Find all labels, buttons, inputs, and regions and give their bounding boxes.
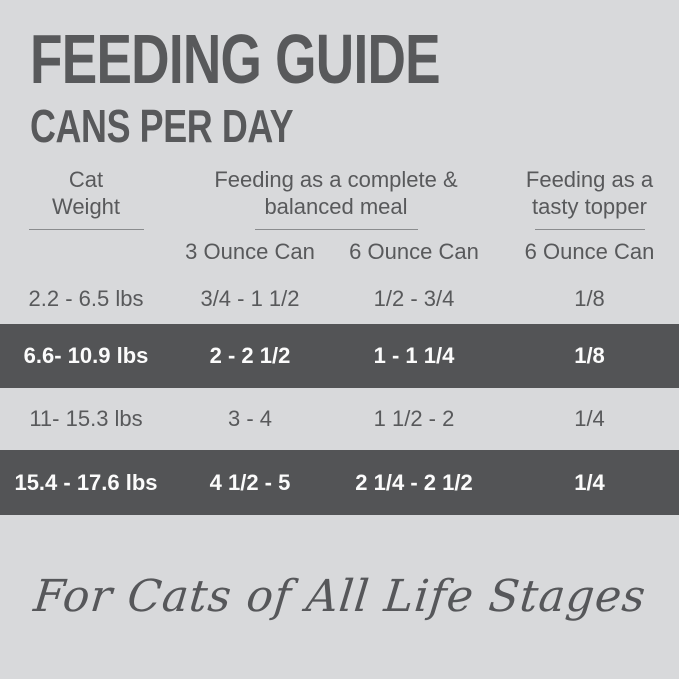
header-tasty-topper-line2: tasty topper xyxy=(532,194,647,219)
header-cat-weight-line2: Weight xyxy=(51,194,121,219)
column-group-header-row: Cat Weight Feeding as a complete & balan… xyxy=(0,162,679,230)
header-underline xyxy=(534,229,645,230)
table-row-highlighted: 15.4 - 17.6 lbs 4 1/2 - 5 2 1/4 - 2 1/2 … xyxy=(0,450,679,515)
header-underline xyxy=(28,229,144,230)
complete-6oz-cell: 1/2 - 3/4 xyxy=(373,285,455,311)
header-tasty-topper-line1: Feeding as a xyxy=(525,167,654,192)
table-row-highlighted: 6.6- 10.9 lbs 2 - 2 1/2 1 - 1 1/4 1/8 xyxy=(0,324,679,388)
complete-6oz-cell: 1 - 1 1/4 xyxy=(373,343,455,368)
cat-weight-cell: 6.6- 10.9 lbs xyxy=(23,343,149,368)
header-underline xyxy=(254,229,418,230)
sub-header-topper-6oz-can: 6 Ounce Can xyxy=(524,238,655,264)
header-complete-meal: Feeding as a complete & balanced meal xyxy=(172,162,500,230)
topper-6oz-cell: 1/4 xyxy=(574,406,605,431)
footer: For Cats of All Life Stages xyxy=(0,514,679,679)
title-block: FEEDING GUIDE CANS PER DAY xyxy=(0,0,679,149)
complete-6oz-cell: 1 1/2 - 2 xyxy=(373,406,455,431)
complete-3oz-cell: 3/4 - 1 1/2 xyxy=(200,285,300,311)
topper-6oz-cell: 1/4 xyxy=(574,469,605,495)
sub-header-row: 3 Ounce Can 6 Ounce Can 6 Ounce Can xyxy=(0,230,679,273)
complete-3oz-cell: 4 1/2 - 5 xyxy=(209,469,291,495)
complete-3oz-cell: 2 - 2 1/2 xyxy=(209,343,291,368)
header-complete-meal-line2: balanced meal xyxy=(264,194,408,219)
complete-3oz-cell: 3 - 4 xyxy=(227,406,273,431)
tagline-script-text: For Cats of All Life Stages xyxy=(30,571,649,622)
header-complete-meal-line1: Feeding as a complete & xyxy=(214,167,458,192)
page-title: FEEDING GUIDE xyxy=(30,20,441,98)
feeding-table: Cat Weight Feeding as a complete & balan… xyxy=(0,162,679,515)
page-subtitle: CANS PER DAY xyxy=(30,100,294,152)
sub-header-6oz-can: 6 Ounce Can xyxy=(349,238,479,264)
cat-weight-cell: 11- 15.3 lbs xyxy=(29,406,143,431)
complete-6oz-cell: 2 1/4 - 2 1/2 xyxy=(355,469,473,495)
table-row: 2.2 - 6.5 lbs 3/4 - 1 1/2 1/2 - 3/4 1/8 xyxy=(0,273,679,324)
header-tasty-topper: Feeding as a tasty topper xyxy=(500,162,679,230)
header-cat-weight: Cat Weight xyxy=(0,162,172,230)
topper-6oz-cell: 1/8 xyxy=(574,343,605,368)
cat-weight-cell: 15.4 - 17.6 lbs xyxy=(14,469,158,495)
topper-6oz-cell: 1/8 xyxy=(574,285,605,311)
table-row: 11- 15.3 lbs 3 - 4 1 1/2 - 2 1/4 xyxy=(0,388,679,450)
header-cat-weight-line1: Cat xyxy=(68,167,104,192)
cat-weight-cell: 2.2 - 6.5 lbs xyxy=(28,285,144,311)
sub-header-3oz-can: 3 Ounce Can xyxy=(185,238,315,264)
